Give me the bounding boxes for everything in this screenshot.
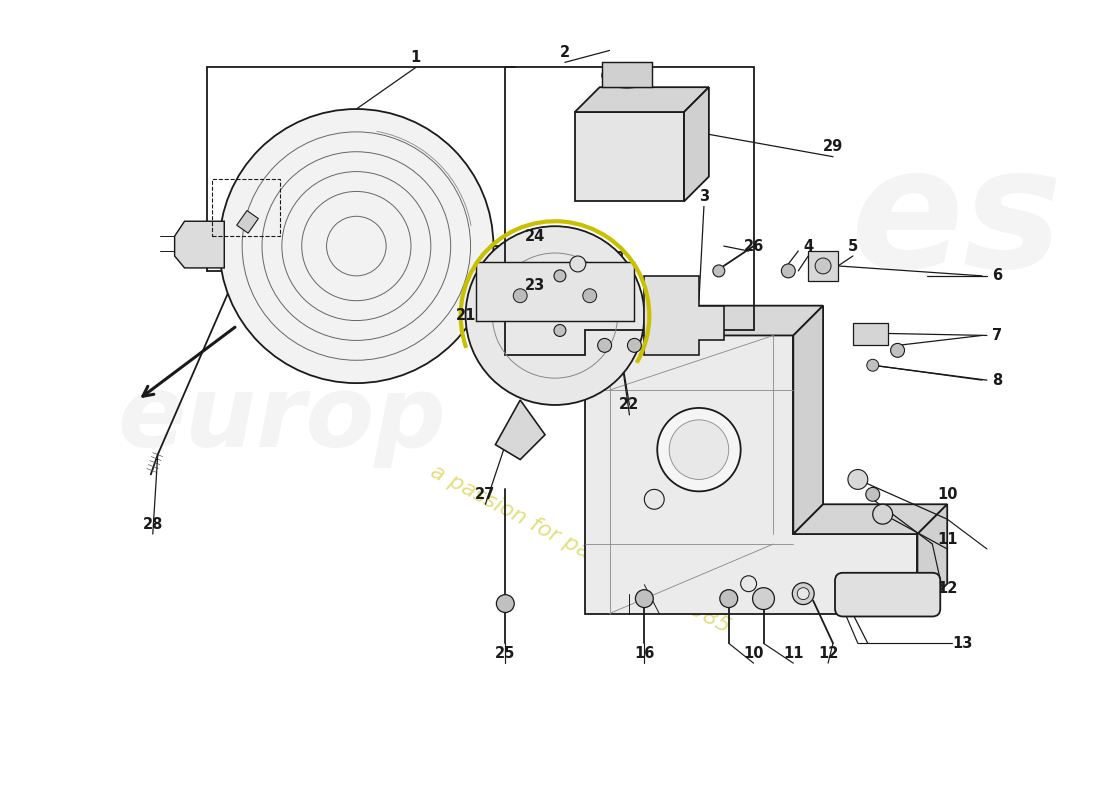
Circle shape	[645, 490, 664, 510]
Text: a passion for parts since 1985: a passion for parts since 1985	[427, 461, 733, 637]
Polygon shape	[575, 112, 684, 202]
Text: 1: 1	[410, 50, 421, 65]
Text: 6: 6	[992, 268, 1002, 283]
Polygon shape	[793, 306, 823, 534]
FancyBboxPatch shape	[835, 573, 940, 617]
Circle shape	[713, 265, 725, 277]
Text: 26: 26	[744, 238, 763, 254]
Circle shape	[597, 338, 612, 352]
Text: 12: 12	[818, 646, 838, 661]
Circle shape	[752, 588, 774, 610]
Polygon shape	[645, 276, 724, 355]
Circle shape	[891, 343, 904, 358]
Text: 10: 10	[744, 646, 763, 661]
Circle shape	[798, 588, 810, 600]
Circle shape	[636, 590, 653, 607]
Bar	[602, 62, 652, 87]
Circle shape	[496, 594, 514, 613]
Circle shape	[657, 408, 740, 491]
Ellipse shape	[465, 226, 645, 405]
Text: 5: 5	[848, 238, 858, 254]
Text: 13: 13	[952, 636, 972, 650]
Polygon shape	[585, 306, 823, 335]
Polygon shape	[917, 504, 947, 614]
Polygon shape	[808, 251, 838, 281]
Text: 4: 4	[803, 238, 813, 254]
Circle shape	[583, 289, 596, 302]
Text: 11: 11	[783, 646, 803, 661]
Text: 8: 8	[992, 373, 1002, 388]
Circle shape	[740, 576, 757, 592]
Circle shape	[669, 420, 728, 479]
Circle shape	[872, 504, 892, 524]
Polygon shape	[475, 262, 635, 321]
Text: 27: 27	[475, 487, 496, 502]
Circle shape	[815, 258, 830, 274]
Text: 11: 11	[937, 531, 957, 546]
Polygon shape	[793, 504, 947, 534]
Text: 24: 24	[525, 229, 546, 244]
Polygon shape	[585, 335, 917, 614]
Circle shape	[554, 270, 565, 282]
Polygon shape	[684, 87, 708, 202]
Circle shape	[848, 470, 868, 490]
Text: 25: 25	[495, 646, 516, 661]
Circle shape	[867, 359, 879, 371]
Text: 23: 23	[525, 278, 546, 294]
Polygon shape	[852, 322, 888, 346]
Circle shape	[866, 487, 880, 502]
Text: 21: 21	[455, 308, 476, 323]
Text: 28: 28	[143, 517, 163, 532]
Circle shape	[570, 256, 585, 272]
Ellipse shape	[602, 63, 652, 88]
Polygon shape	[575, 87, 708, 112]
Circle shape	[627, 338, 641, 352]
Text: 16: 16	[635, 646, 654, 661]
Bar	[236, 210, 258, 233]
Text: 12: 12	[937, 581, 957, 596]
Text: 10: 10	[937, 487, 957, 502]
Circle shape	[781, 264, 795, 278]
Circle shape	[792, 582, 814, 605]
Text: 22: 22	[619, 398, 639, 413]
Circle shape	[219, 109, 494, 383]
Text: 29: 29	[823, 139, 843, 154]
Bar	[212, 178, 279, 236]
Circle shape	[719, 590, 738, 607]
Text: europ: europ	[118, 371, 447, 468]
Polygon shape	[175, 222, 224, 268]
Circle shape	[514, 289, 527, 302]
Text: 3: 3	[698, 189, 710, 204]
Text: es: es	[851, 140, 1064, 302]
Text: 2: 2	[560, 45, 570, 60]
Text: 7: 7	[992, 328, 1002, 343]
Polygon shape	[495, 400, 544, 459]
Circle shape	[554, 325, 565, 337]
